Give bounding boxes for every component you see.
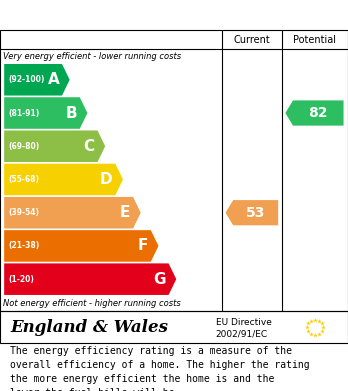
Polygon shape	[226, 200, 278, 225]
Text: B: B	[65, 106, 77, 120]
Text: G: G	[153, 272, 166, 287]
Polygon shape	[4, 230, 158, 262]
Polygon shape	[4, 131, 105, 162]
Polygon shape	[4, 264, 176, 295]
Text: 53: 53	[246, 206, 266, 220]
Text: (69-80): (69-80)	[8, 142, 40, 151]
Text: (1-20): (1-20)	[8, 274, 34, 283]
Text: Energy Efficiency Rating: Energy Efficiency Rating	[10, 8, 220, 23]
Text: (21-38): (21-38)	[8, 241, 40, 251]
Text: 82: 82	[309, 106, 328, 120]
Text: C: C	[84, 139, 95, 154]
Text: D: D	[100, 172, 112, 187]
Polygon shape	[4, 164, 123, 195]
Text: A: A	[47, 72, 59, 87]
Text: Very energy efficient - lower running costs: Very energy efficient - lower running co…	[3, 52, 182, 61]
Text: (92-100): (92-100)	[8, 75, 45, 84]
Text: The energy efficiency rating is a measure of the
overall efficiency of a home. T: The energy efficiency rating is a measur…	[10, 346, 310, 391]
Text: E: E	[120, 205, 130, 220]
Text: (81-91): (81-91)	[8, 109, 40, 118]
Text: Current: Current	[234, 35, 270, 45]
Text: EU Directive: EU Directive	[216, 317, 272, 326]
Text: Not energy efficient - higher running costs: Not energy efficient - higher running co…	[3, 300, 181, 308]
Text: England & Wales: England & Wales	[10, 319, 168, 336]
Text: (39-54): (39-54)	[8, 208, 39, 217]
Polygon shape	[285, 100, 343, 126]
Text: (55-68): (55-68)	[8, 175, 39, 184]
Polygon shape	[4, 197, 141, 228]
Text: Potential: Potential	[293, 35, 337, 45]
Text: 2002/91/EC: 2002/91/EC	[216, 329, 268, 338]
Polygon shape	[4, 97, 87, 129]
Text: F: F	[138, 239, 148, 253]
Polygon shape	[4, 64, 70, 95]
